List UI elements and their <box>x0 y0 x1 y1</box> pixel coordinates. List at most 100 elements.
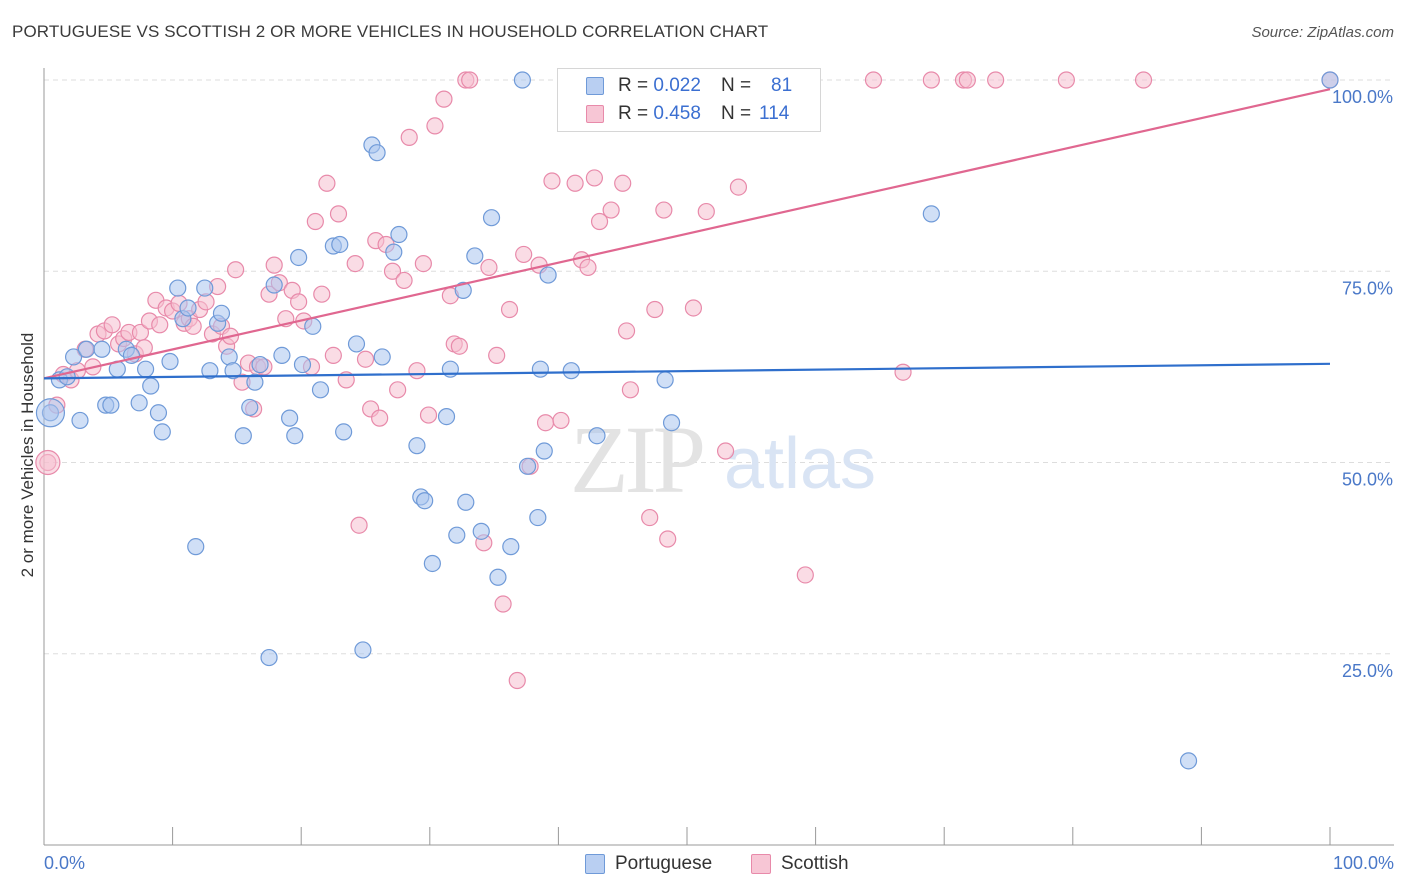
data-point <box>281 409 299 427</box>
data-point <box>153 423 171 441</box>
data-point <box>311 381 330 399</box>
data-point <box>169 279 187 297</box>
y-tick-label: 50.0% <box>1342 470 1393 490</box>
watermark-zip: ZIP <box>570 406 703 513</box>
data-point <box>531 360 549 378</box>
data-point <box>149 404 168 422</box>
data-point <box>241 398 259 417</box>
data-point <box>513 71 531 89</box>
data-point <box>472 522 490 540</box>
data-point <box>562 362 580 380</box>
legend-r-label: R = <box>618 75 649 96</box>
legend-row-scottish: R = 0.458 N = 114 <box>586 101 789 127</box>
data-point <box>590 212 609 231</box>
y-tick-label: 100.0% <box>1332 87 1393 107</box>
scottish-swatch <box>586 105 604 123</box>
data-point <box>480 258 498 277</box>
data-point <box>482 209 501 227</box>
data-point <box>179 299 197 317</box>
data-point <box>35 398 66 428</box>
data-point <box>331 235 349 254</box>
data-point <box>313 285 331 303</box>
data-point <box>922 205 940 223</box>
data-point <box>286 427 304 445</box>
data-point <box>234 427 252 445</box>
data-point <box>614 174 632 192</box>
data-point <box>987 71 1005 89</box>
legend-row-portuguese: R = 0.022 N = 81 <box>586 73 792 99</box>
data-point <box>489 568 507 586</box>
portuguese-points <box>35 71 1339 770</box>
scottish-trend-line <box>43 88 1331 380</box>
watermark: ZIP atlas <box>570 406 876 513</box>
data-point <box>457 493 475 511</box>
y-tick-labels: 25.0% 50.0% 75.0% 100.0% <box>1332 87 1393 681</box>
data-point <box>64 348 83 366</box>
y-tick-label: 75.0% <box>1342 278 1393 298</box>
data-point <box>543 172 561 190</box>
bottom-legend-scottish: Scottish <box>751 852 849 876</box>
data-point <box>655 201 673 219</box>
data-point <box>466 247 484 265</box>
data-point <box>716 442 735 460</box>
data-point <box>500 300 519 319</box>
data-point <box>385 243 403 261</box>
data-point <box>293 355 312 374</box>
data-point <box>539 266 557 284</box>
data-point <box>1057 71 1075 89</box>
data-point <box>450 337 468 355</box>
data-point <box>697 202 715 221</box>
y-tick-label: 25.0% <box>1342 661 1393 681</box>
data-point <box>142 377 160 395</box>
y-axis-label: 2 or more Vehicles in Household <box>18 332 37 578</box>
data-point <box>617 322 636 340</box>
data-point <box>390 225 408 244</box>
data-point <box>1321 71 1339 89</box>
data-point <box>260 648 278 667</box>
data-point <box>273 346 291 364</box>
data-point <box>414 255 432 273</box>
data-point <box>151 316 169 334</box>
data-point <box>356 350 375 368</box>
bottom-legend-portuguese: Portuguese <box>585 852 712 876</box>
data-point <box>566 174 584 192</box>
data-point <box>347 335 366 353</box>
bottom-legend-label: Portuguese <box>615 853 713 874</box>
data-point <box>579 258 597 277</box>
x-ticks <box>43 827 1331 845</box>
data-point <box>408 362 426 380</box>
data-point <box>864 71 883 89</box>
data-point <box>306 212 324 231</box>
data-point <box>103 316 121 334</box>
data-point <box>389 381 407 399</box>
data-point <box>518 457 537 475</box>
data-point <box>729 178 748 196</box>
data-point <box>187 538 205 556</box>
data-point <box>161 352 179 371</box>
stats-legend: R = 0.022 N = 81 R = 0.458 N = 114 <box>557 68 821 132</box>
data-point <box>435 90 453 108</box>
data-point <box>1179 752 1198 770</box>
data-point <box>201 362 219 380</box>
data-point <box>621 381 640 399</box>
data-point <box>958 71 976 89</box>
legend-n-value: 81 <box>771 75 793 96</box>
data-point <box>515 245 533 264</box>
data-point <box>318 174 336 192</box>
data-point <box>461 71 479 89</box>
legend-r-label: R = <box>618 103 649 124</box>
data-point <box>419 406 438 424</box>
data-point <box>454 281 472 299</box>
data-point <box>246 373 264 391</box>
data-point <box>416 492 434 510</box>
data-point <box>324 346 342 364</box>
data-point <box>659 530 677 548</box>
legend-n-label: N = <box>720 75 752 96</box>
data-point <box>130 394 148 412</box>
data-point <box>448 526 466 544</box>
data-point <box>1134 71 1153 89</box>
data-point <box>383 262 402 280</box>
data-point <box>494 595 512 613</box>
x-tick-label-max: 100.0% <box>1333 853 1394 873</box>
data-point <box>35 449 61 476</box>
